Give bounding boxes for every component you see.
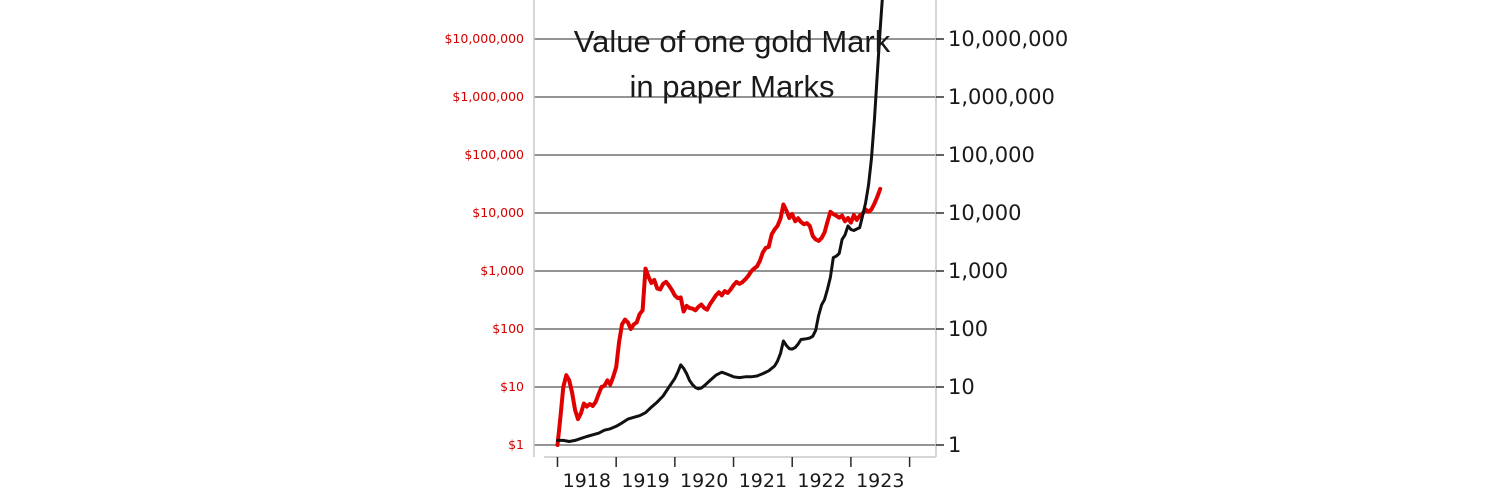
left-tick-label: $1,000	[480, 263, 524, 278]
right-tick-label: 1	[948, 433, 961, 457]
series-line-black	[556, 0, 884, 443]
left-tick-label: $100,000	[464, 147, 524, 162]
series-line-red	[555, 186, 883, 447]
tick-labels: $1 $10 $100 $1,000 $10,000 $100,000 $1,000,000…	[444, 27, 1068, 492]
right-tick-label: 10	[948, 375, 975, 399]
x-tick-label: 1922	[797, 470, 845, 492]
x-tick-label: 1920	[680, 470, 728, 492]
axes	[533, 0, 944, 467]
x-tick-label: 1923	[856, 470, 904, 492]
x-tick-label: 1918	[563, 470, 611, 492]
right-tick-label: 10,000	[948, 201, 1021, 225]
right-tick-label: 1,000	[948, 259, 1008, 283]
x-tick-label: 1919	[621, 470, 669, 492]
left-tick-label: $10,000	[472, 205, 524, 220]
left-tick-label: $10,000,000	[444, 31, 524, 46]
chart-title-line-1: Value of one gold Mark	[574, 24, 891, 59]
right-tick-label: 100	[948, 317, 988, 341]
left-tick-label: $100	[492, 321, 524, 336]
left-tick-label: $10	[500, 379, 524, 394]
right-tick-label: 1,000,000	[948, 85, 1055, 109]
left-tick-label: $1,000,000	[452, 89, 524, 104]
left-tick-label: $1	[508, 437, 524, 452]
chart-title-line-2: in paper Marks	[629, 69, 834, 104]
right-tick-label: 10,000,000	[948, 27, 1068, 51]
series-lines	[555, 0, 884, 447]
right-tick-label: 100,000	[948, 143, 1035, 167]
x-tick-label: 1921	[739, 470, 787, 492]
